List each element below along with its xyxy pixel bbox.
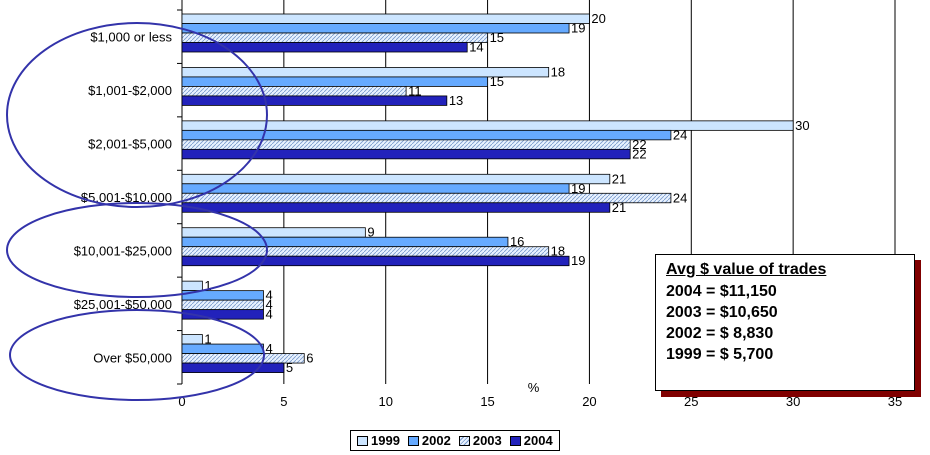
data-label: 30 bbox=[795, 118, 809, 133]
x-tick-label: 20 bbox=[582, 394, 596, 409]
legend-swatch bbox=[458, 435, 470, 446]
data-label: 19 bbox=[571, 21, 585, 36]
category-labels: $1,000 or less $1,001-$2,000 $2,001-$5,000… bbox=[74, 30, 173, 366]
bars bbox=[181, 13, 794, 373]
callout-line: 2004 = $11,150 bbox=[666, 283, 777, 300]
bar-chart: 2019151418151113302422222119242191618191… bbox=[6, 0, 902, 409]
category-label: $1,001-$2,000 bbox=[88, 83, 172, 98]
bar-2003 bbox=[181, 246, 550, 257]
data-label: 4 bbox=[265, 307, 272, 322]
category-label: $10,001-$25,000 bbox=[74, 243, 172, 258]
data-label: 4 bbox=[265, 288, 272, 303]
bar-1999 bbox=[181, 13, 590, 24]
callout-line: 2002 = $ 8,830 bbox=[666, 325, 774, 342]
x-tick-label: 25 bbox=[684, 394, 698, 409]
data-label: 5 bbox=[286, 360, 293, 375]
legend-swatch bbox=[509, 435, 521, 446]
annotation-ellipses bbox=[6, 22, 268, 401]
data-label: 19 bbox=[571, 253, 585, 268]
bar-2002 bbox=[181, 236, 509, 248]
bar-2004 bbox=[181, 255, 570, 267]
legend-label: 2003 bbox=[472, 433, 502, 448]
data-label: 13 bbox=[449, 93, 463, 108]
bar-2002 bbox=[181, 183, 570, 194]
bar-2004 bbox=[181, 148, 631, 160]
data-label: 1 bbox=[204, 332, 211, 347]
bar-2003 bbox=[181, 299, 264, 311]
x-tick-label: 35 bbox=[888, 394, 902, 409]
callout-line: 2003 = $10,650 bbox=[666, 304, 778, 321]
data-label: 18 bbox=[551, 244, 565, 259]
category-label: $5,001-$10,000 bbox=[81, 190, 172, 205]
legend-swatch bbox=[357, 435, 368, 446]
category-label: $25,001-$50,000 bbox=[74, 297, 172, 312]
data-label: 16 bbox=[510, 234, 524, 249]
data-label: 4 bbox=[265, 297, 272, 312]
x-tick-label: 30 bbox=[786, 394, 800, 409]
data-label: 11 bbox=[408, 83, 422, 98]
legend-swatch bbox=[407, 435, 419, 446]
category-label: $2,001-$5,000 bbox=[88, 137, 172, 152]
avg-trade-value-callout: Avg $ value of trades 2004 = $11,150 200… bbox=[655, 254, 915, 391]
data-label: 4 bbox=[265, 341, 272, 356]
data-label: 22 bbox=[632, 146, 646, 161]
legend-item-2004: 2004 bbox=[509, 433, 553, 448]
legend-label: 1999 bbox=[371, 433, 400, 448]
value-labels: 2019151418151113302422222119242191618191… bbox=[204, 11, 809, 375]
data-label: 1 bbox=[204, 278, 211, 293]
bar-2003 bbox=[181, 32, 488, 43]
legend-item-1999: 1999 bbox=[357, 433, 400, 448]
bar-2002 bbox=[181, 129, 672, 141]
bar-2004 bbox=[181, 202, 611, 213]
bar-1999 bbox=[181, 334, 203, 345]
legend-label: 2004 bbox=[523, 433, 553, 448]
data-label: 18 bbox=[551, 64, 565, 79]
legend-label: 2002 bbox=[421, 433, 451, 448]
data-label: 22 bbox=[632, 137, 646, 152]
data-label: 20 bbox=[591, 11, 605, 26]
bar-1999 bbox=[181, 227, 366, 238]
data-label: 21 bbox=[612, 200, 626, 215]
data-label: 14 bbox=[469, 40, 483, 55]
legend: 1999 2002 2003 2004 bbox=[350, 430, 560, 451]
bar-2003 bbox=[181, 139, 631, 150]
bar-2004 bbox=[181, 95, 448, 106]
legend-item-2002: 2002 bbox=[407, 433, 451, 448]
bar-2004 bbox=[181, 309, 264, 320]
x-axis-label: % bbox=[528, 380, 540, 395]
data-label: 24 bbox=[673, 190, 687, 205]
x-tick-label: 10 bbox=[378, 394, 392, 409]
data-label: 15 bbox=[490, 74, 504, 89]
bar-2002 bbox=[181, 343, 264, 354]
callout-line: 1999 = $ 5,700 bbox=[666, 346, 774, 363]
annotation-ellipse bbox=[9, 309, 265, 401]
x-tick-label: 0 bbox=[178, 394, 185, 409]
legend-item-2003: 2003 bbox=[458, 433, 502, 448]
category-label: $1,000 or less bbox=[90, 30, 172, 45]
data-label: 15 bbox=[490, 30, 504, 45]
x-tick-label: 5 bbox=[280, 394, 287, 409]
category-label: Over $50,000 bbox=[93, 350, 172, 365]
bar-2002 bbox=[181, 76, 488, 87]
x-tick-label: 15 bbox=[480, 394, 494, 409]
data-label: 21 bbox=[612, 171, 626, 186]
bar-2004 bbox=[181, 362, 285, 373]
bar-2004 bbox=[181, 42, 468, 53]
data-label: 19 bbox=[571, 181, 585, 196]
bar-2003 bbox=[181, 192, 672, 204]
callout-title: Avg $ value of trades bbox=[666, 261, 827, 278]
bar-2003 bbox=[181, 86, 407, 97]
bar-1999 bbox=[181, 173, 611, 185]
tick-labels: 0 5 10 15 20 25 30 35 bbox=[178, 394, 902, 409]
data-label: 9 bbox=[367, 225, 374, 240]
bar-2002 bbox=[181, 23, 570, 34]
bar-1999 bbox=[181, 120, 794, 131]
data-label: 24 bbox=[673, 127, 687, 142]
bar-1999 bbox=[181, 280, 203, 292]
data-label: 6 bbox=[306, 351, 313, 366]
annotation-ellipse bbox=[6, 202, 268, 298]
annotation-ellipse bbox=[6, 22, 268, 208]
